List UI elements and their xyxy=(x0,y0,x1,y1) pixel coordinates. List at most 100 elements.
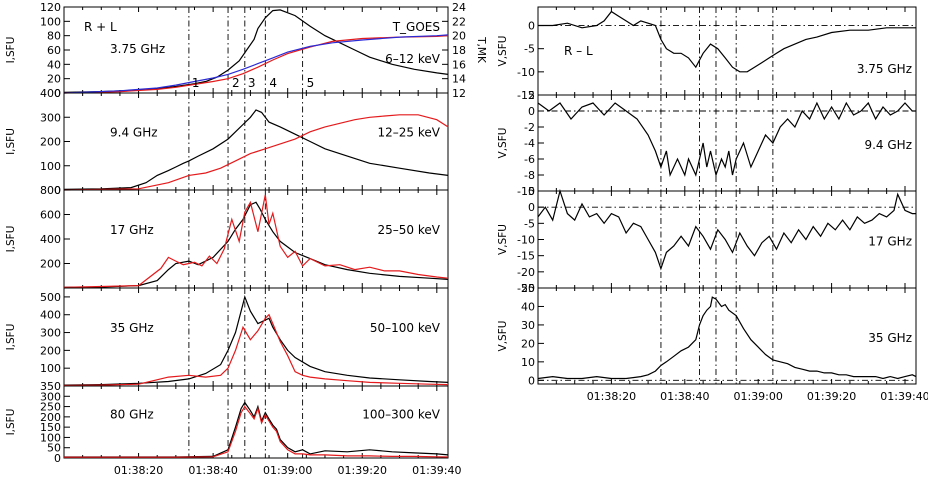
x-tick-label: 01:39:00 xyxy=(263,464,312,477)
goes-temperature-legend: T_GOES xyxy=(392,20,440,34)
y-tick-label: -10 xyxy=(517,185,535,198)
y-tick-label: 200 xyxy=(40,136,61,149)
y-tick-label: 200 xyxy=(40,344,61,357)
y2-axis-label: T,MK xyxy=(475,36,487,64)
y-tick-label: -6 xyxy=(524,153,535,166)
panel-1: -15 -10 -5 0 V,SFU R – L 3.75 GHz xyxy=(497,6,917,102)
series-black-line xyxy=(64,401,449,458)
y-tick-label: 20 xyxy=(452,30,466,43)
frequency-label: 80 GHz xyxy=(110,407,154,421)
panel-frame xyxy=(63,92,449,191)
x-tick-label: 01:38:20 xyxy=(587,390,636,403)
energy-band-label: 12–25 keV xyxy=(378,126,441,140)
series-red-line xyxy=(63,194,449,288)
series-black-line xyxy=(63,9,449,93)
y-tick-label: 5 xyxy=(528,185,535,198)
y-tick-label: -2 xyxy=(524,121,535,134)
y-tick-label: 300 xyxy=(40,327,61,340)
panel-frame xyxy=(63,385,449,459)
panel-frame xyxy=(537,287,917,385)
frequency-label: 3.75 GHz xyxy=(857,62,912,76)
y-tick-label: -5 xyxy=(524,43,535,56)
y-axis-label: I,SFU xyxy=(5,37,17,64)
y-tick-label: 50 xyxy=(47,442,61,455)
y-axis-label: I,SFU xyxy=(5,128,17,155)
frequency-label: 35 GHz xyxy=(110,321,154,335)
y-tick-label: -10 xyxy=(517,66,535,79)
series-red-line xyxy=(64,405,449,458)
y-tick-label: 80 xyxy=(47,30,61,43)
y-axis-label: I,SFU xyxy=(5,324,17,351)
y-tick-label: 0 xyxy=(54,184,61,197)
event-marker-number: 1 xyxy=(192,76,200,90)
y-tick-label: 10 xyxy=(521,356,535,369)
y-tick-label: 300 xyxy=(40,111,61,124)
panel-2: 0 100 200 300 400 I,SFU 9.4 GHz 12–25 keV xyxy=(5,87,449,197)
y-axis-label: I,SFU xyxy=(5,226,17,253)
series-black-line xyxy=(537,296,917,380)
y-tick-label: -10 xyxy=(517,234,535,247)
panel-frame xyxy=(537,190,917,289)
y-tick-label: 40 xyxy=(47,58,61,71)
frequency-label: 9.4 GHz xyxy=(110,126,158,140)
y-tick-label: 100 xyxy=(40,15,61,28)
series-black-line xyxy=(537,101,916,178)
y-tick-label: 18 xyxy=(452,44,466,57)
frequency-label: 35 GHz xyxy=(868,331,912,345)
y-tick-label: 300 xyxy=(40,390,61,403)
event-marker-number: 2 xyxy=(232,76,240,90)
x-tick-label: 01:39:40 xyxy=(880,390,928,403)
y-tick-label: 24 xyxy=(452,1,466,14)
x-tick-label: 01:38:40 xyxy=(188,464,237,477)
frequency-label: 17 GHz xyxy=(110,223,154,237)
y-tick-label: 60 xyxy=(47,44,61,57)
y-tick-label: 250 xyxy=(40,401,61,414)
y-tick-label: 100 xyxy=(40,362,61,375)
event-marker-number: 5 xyxy=(307,76,315,90)
series-black-line xyxy=(538,10,916,73)
y-tick-label: -25 xyxy=(517,282,535,295)
event-marker-number: 4 xyxy=(269,76,277,90)
y-tick-label: 200 xyxy=(40,411,61,424)
x-tick-label: 01:38:40 xyxy=(660,390,709,403)
y-tick-label: 30 xyxy=(521,319,535,332)
y-tick-label: 20 xyxy=(47,73,61,86)
y-tick-label: -15 xyxy=(517,250,535,263)
energy-band-label: 25–50 keV xyxy=(378,223,441,237)
y-axis-label: I,SFU xyxy=(5,409,17,436)
panel-frame xyxy=(537,94,917,192)
series-blue-line xyxy=(63,34,449,94)
y-tick-label: 22 xyxy=(452,15,466,28)
panel-frame xyxy=(63,189,449,289)
y-tick-label: 2 xyxy=(528,89,535,102)
y-tick-label: 0 xyxy=(528,374,535,387)
x-tick-label: 01:39:20 xyxy=(338,464,387,477)
y-tick-label: 0 xyxy=(528,201,535,214)
y-tick-label: 16 xyxy=(452,58,466,71)
series-red-line xyxy=(63,114,449,191)
event-marker-number: 3 xyxy=(248,76,256,90)
y-tick-label: 40 xyxy=(521,300,535,313)
y-tick-label: 120 xyxy=(40,1,61,14)
series-black-line xyxy=(537,188,916,271)
y-tick-label: 400 xyxy=(40,309,61,322)
y-tick-label: -4 xyxy=(524,137,535,150)
series-black-line xyxy=(63,294,449,386)
x-tick-label: 01:39:40 xyxy=(412,464,461,477)
x-tick-label: 01:38:20 xyxy=(114,464,163,477)
y-tick-label: -5 xyxy=(524,217,535,230)
y-tick-label: -15 xyxy=(517,89,535,102)
frequency-label: 9.4 GHz xyxy=(864,138,912,152)
frequency-label: 3.75 GHz xyxy=(110,42,165,56)
y-axis-label: V,SFU xyxy=(497,224,509,255)
y-tick-label: 0 xyxy=(528,20,535,33)
y-tick-label: 500 xyxy=(40,291,61,304)
y-tick-label: 0 xyxy=(528,105,535,118)
series-red-line xyxy=(63,313,449,387)
panel-frame xyxy=(537,6,917,96)
y-axis-label: V,SFU xyxy=(497,128,509,159)
